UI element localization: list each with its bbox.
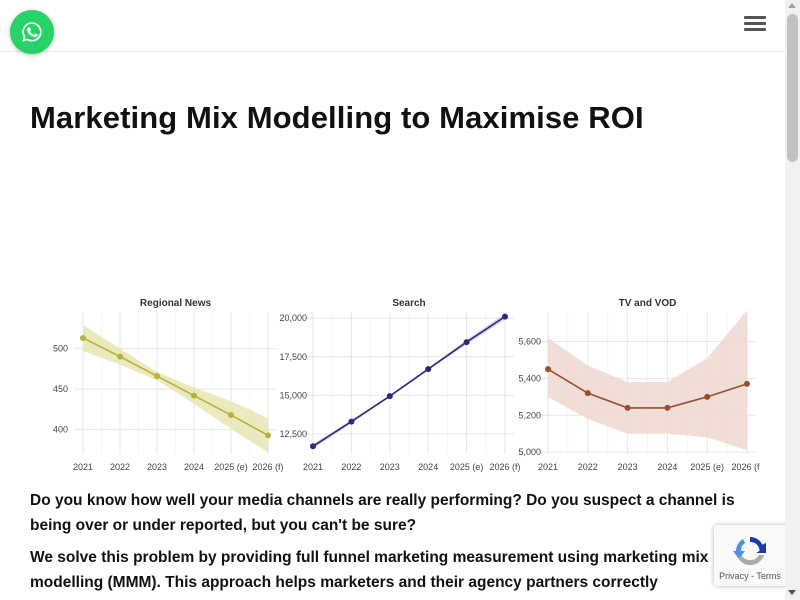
recaptcha-privacy-link[interactable]: Privacy (719, 571, 749, 581)
regional-news-ytick-label: 450 (53, 384, 68, 394)
search-data-point (463, 339, 470, 346)
recaptcha-links: Privacy - Terms (714, 571, 786, 581)
hamburger-menu-button[interactable] (744, 16, 766, 34)
regional-news-xtick-label: 2025 (e) (214, 462, 248, 472)
search-xtick-label: 2025 (e) (450, 462, 484, 472)
tv-and-vod-ytick-label: 5,000 (518, 447, 541, 457)
hamburger-menu-icon-bar (744, 22, 766, 25)
recaptcha-terms-link[interactable]: Terms (756, 571, 781, 581)
tv-and-vod-ytick-label: 5,600 (518, 337, 541, 347)
intro-paragraph: Do you know how well your media channels… (30, 492, 735, 534)
tv-and-vod-data-point (704, 393, 711, 400)
search-series-line (312, 315, 506, 447)
scroll-thumb[interactable] (787, 14, 798, 162)
whatsapp-chat-button[interactable] (10, 10, 54, 54)
regional-news-xtick-label: 2024 (184, 462, 204, 472)
tv-and-vod-ytick-label: 5,200 (518, 410, 541, 420)
regional-news-data-point (228, 412, 234, 419)
recaptcha-links-separator: - (748, 571, 757, 581)
search-xtick-label: 2022 (341, 462, 361, 472)
regional-news-xtick-label: 2026 (f) (252, 462, 283, 472)
hamburger-menu-icon-bar (744, 28, 766, 31)
tv-and-vod-ytick-label: 5,400 (518, 373, 541, 383)
whatsapp-icon (22, 22, 42, 42)
tv-and-vod-chart-title: TV and VOD (619, 298, 677, 309)
tv-and-vod-xtick-label: 2022 (578, 462, 598, 472)
regional-news-confidence-band (83, 324, 268, 453)
vertical-scrollbar[interactable] (785, 0, 800, 600)
channel-trend-charts: 400 450 500 2021 2022 2023 2024 2025 (e) 2026 (f… (53, 298, 760, 472)
tv-and-vod-data-point (584, 390, 591, 397)
search-xtick-label: 2021 (303, 462, 323, 472)
search-ytick-label: 12,500 (279, 429, 307, 439)
hamburger-menu-icon (744, 16, 766, 19)
search-ytick-label: 17,500 (279, 352, 307, 362)
recaptcha-icon (733, 537, 766, 566)
search-data-point (386, 393, 393, 400)
search-ytick-label: 20,000 (279, 313, 307, 323)
tv-and-vod-xtick-label: 2025 (e) (690, 462, 724, 472)
search-ytick-label: 15,000 (279, 390, 307, 400)
search-data-point (310, 443, 316, 450)
regional-news-ytick-label: 500 (53, 344, 68, 354)
search-xtick-label: 2023 (380, 462, 400, 472)
regional-news-ytick-label: 400 (53, 425, 68, 435)
regional-news-chart-title: Regional News (140, 298, 212, 309)
tv-and-vod-series-line (547, 368, 748, 409)
tv-and-vod-data-point (664, 404, 671, 411)
regional-news-data-point (191, 392, 197, 399)
search-chart-title: Search (392, 298, 425, 309)
tv-and-vod-data-point (624, 404, 631, 411)
regional-news-xtick-label: 2023 (147, 462, 167, 472)
tv-and-vod-confidence-band (548, 310, 747, 451)
scroll-up-arrow-icon[interactable] (788, 3, 796, 8)
solution-paragraph: We solve this problem by providing full … (30, 549, 709, 591)
search-data-point (425, 366, 432, 373)
regional-news-series-line (82, 337, 269, 437)
tv-and-vod-data-point (545, 366, 551, 373)
regional-news-data-point (117, 353, 123, 360)
regional-news-data-point (265, 432, 271, 439)
site-header (0, 0, 785, 52)
tv-and-vod-xtick-label: 2026 (f) (731, 462, 760, 472)
page-title: Marketing Mix Modelling to Maximise ROI (30, 100, 644, 135)
tv-and-vod-xtick-label: 2024 (657, 462, 677, 472)
tv-and-vod-xtick-label: 2021 (538, 462, 558, 472)
search-data-point (348, 418, 355, 425)
regional-news-xtick-label: 2021 (73, 462, 93, 472)
tv-and-vod-xtick-label: 2023 (618, 462, 638, 472)
tv-and-vod-data-point (744, 380, 750, 387)
regional-news-data-point (154, 373, 160, 380)
search-xtick-label: 2026 (f) (489, 462, 520, 472)
regional-news-xtick-label: 2022 (110, 462, 130, 472)
regional-news-data-point (80, 334, 86, 341)
scroll-down-arrow-icon[interactable] (788, 590, 796, 595)
search-data-point (502, 313, 508, 320)
search-xtick-label: 2024 (418, 462, 438, 472)
